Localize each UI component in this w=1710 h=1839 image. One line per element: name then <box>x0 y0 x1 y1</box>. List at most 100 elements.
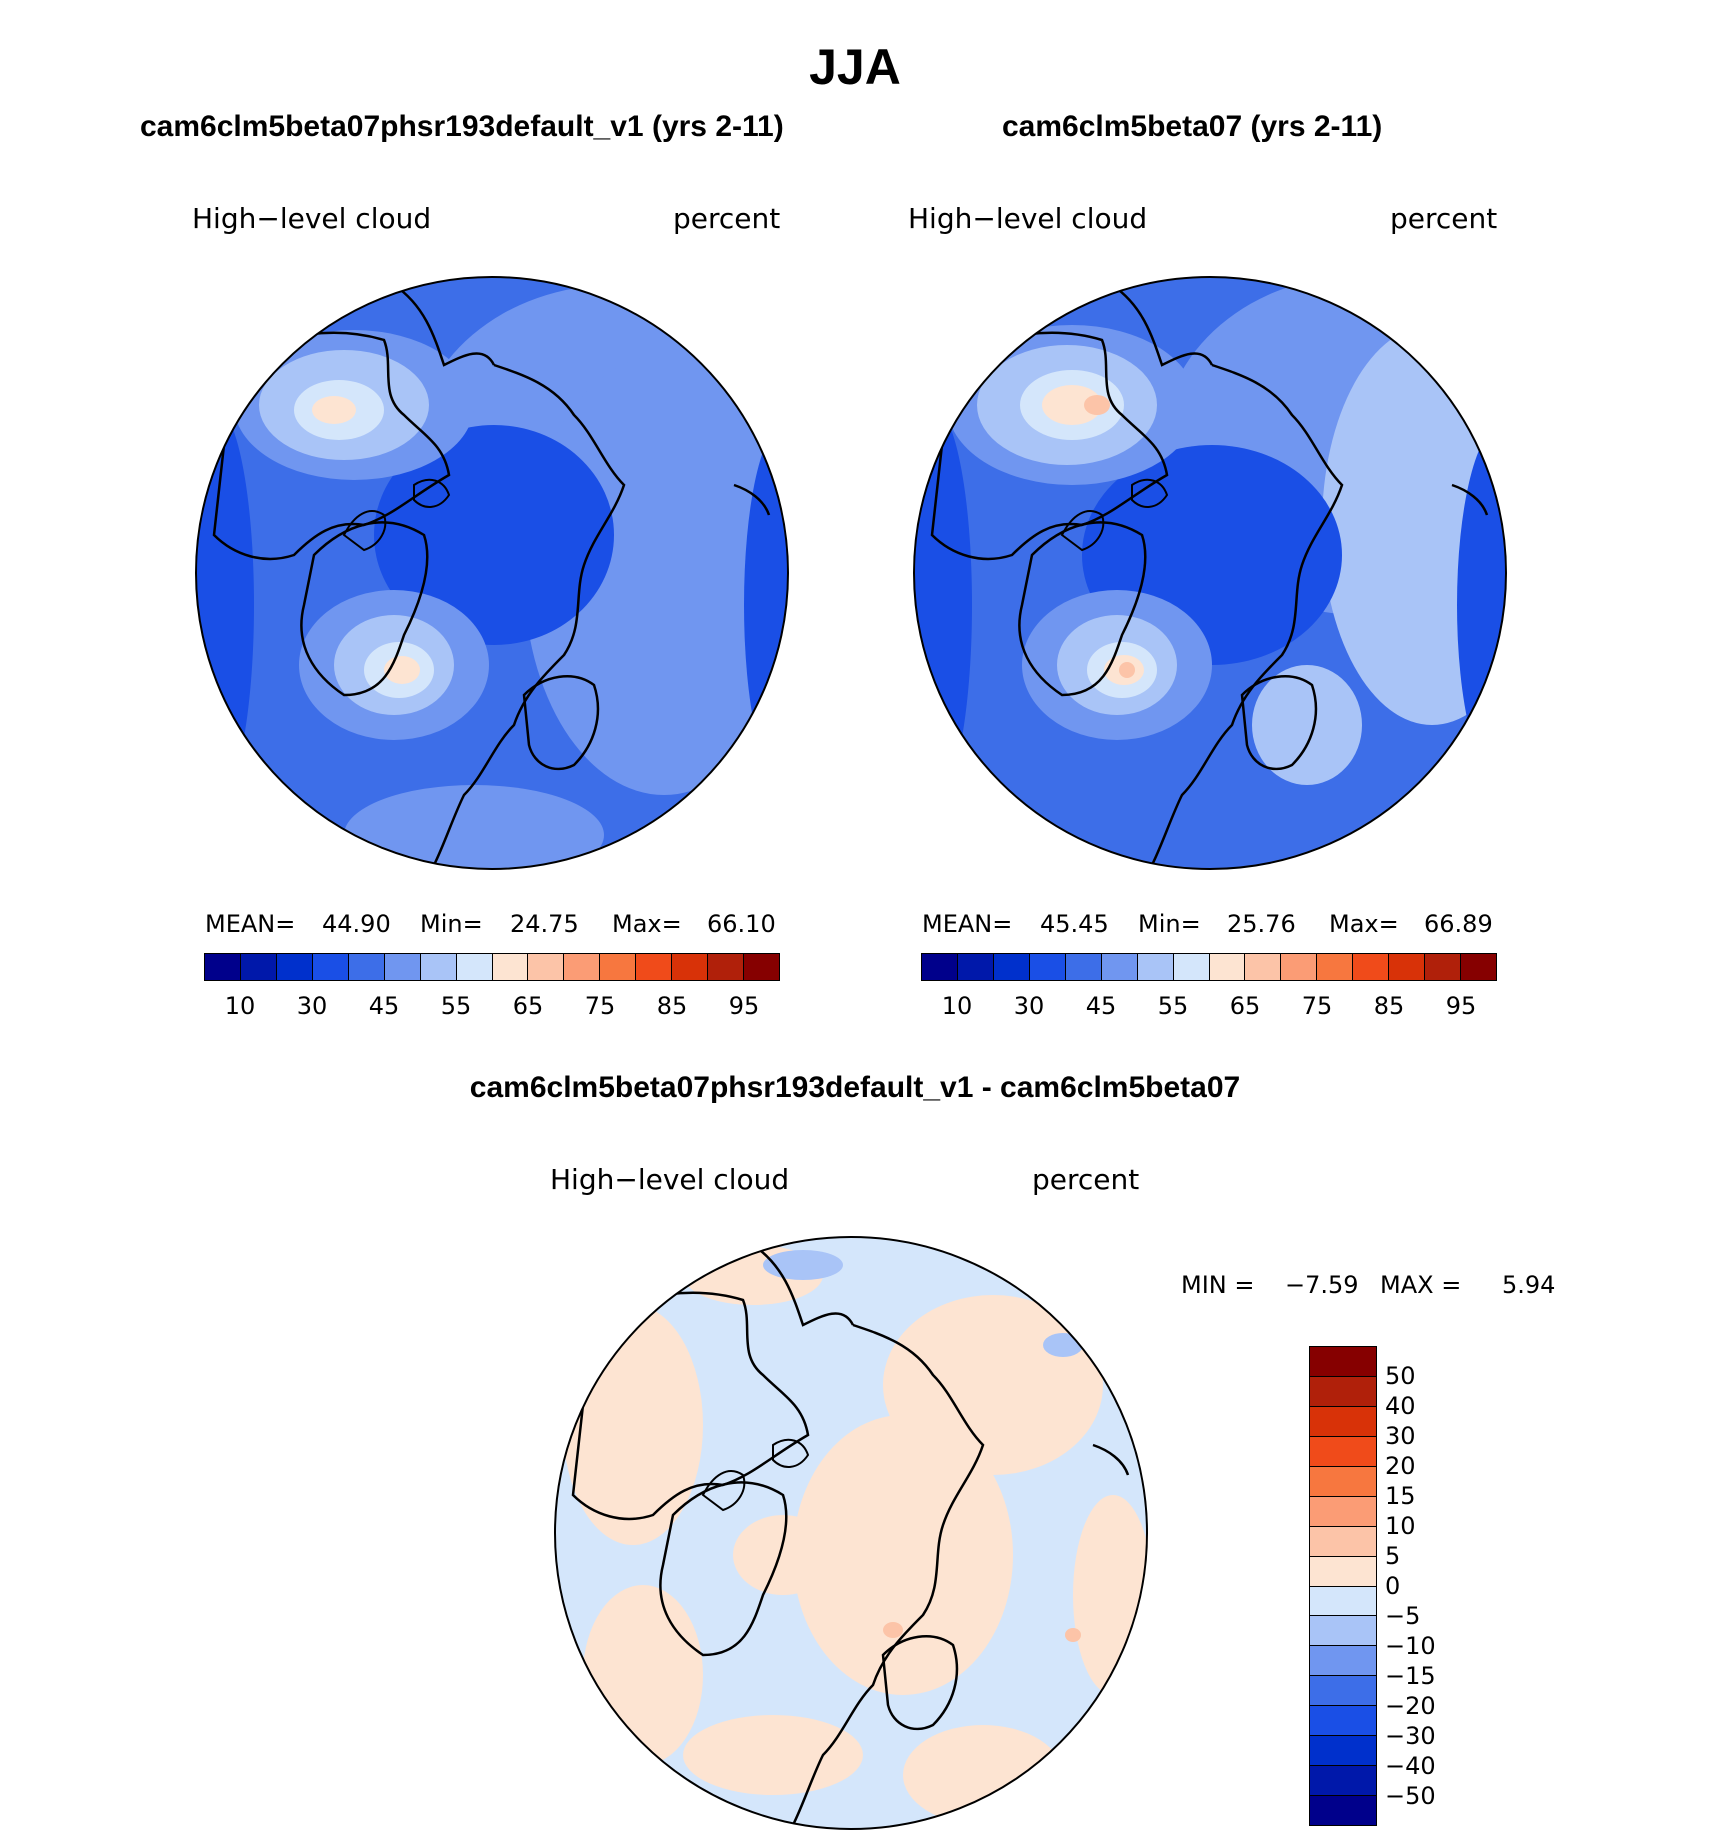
diff-colorbar-swatch <box>1310 1466 1376 1497</box>
diff-colorbar-ticks: 50 40 30 20 15 10 5 0 −5 −10 −15 −20 −30 −40 −50 <box>1385 1346 1465 1826</box>
diff-colorbar-tick-label: −20 <box>1385 1692 1436 1720</box>
diff-colorbar-tick-label: 5 <box>1385 1542 1401 1570</box>
diff-min-value: −7.59 <box>1285 1271 1359 1299</box>
colorbar-tick-label: 10 <box>224 992 256 1020</box>
colorbar-swatch <box>276 954 313 980</box>
diff-colorbar-tick-label: 50 <box>1385 1362 1416 1390</box>
panel-2-polar-map <box>913 276 1507 870</box>
panel-1-mean-value: 44.90 <box>322 910 391 938</box>
diff-panel-title: cam6clm5beta07phsr193default_v1 - cam6cl… <box>469 1071 1241 1104</box>
diff-colorbar-swatch <box>1310 1556 1376 1587</box>
diff-colorbar-swatch <box>1310 1347 1376 1377</box>
colorbar-swatch <box>1317 954 1354 980</box>
diff-colorbar-tick-label: 10 <box>1385 1512 1416 1540</box>
panel-2-max-value: 66.89 <box>1424 910 1493 938</box>
diff-colorbar-swatch <box>1310 1796 1376 1825</box>
diff-colorbar-swatch <box>1310 1496 1376 1527</box>
panel-2-mean-value: 45.45 <box>1040 910 1109 938</box>
diff-max-label: MAX = <box>1380 1271 1462 1299</box>
panel-1-colorbar <box>204 953 780 981</box>
colorbar-tick-label: 30 <box>296 992 328 1020</box>
panel-2-colorbar-ticks: 10 30 45 55 65 75 85 95 <box>921 992 1497 1022</box>
panel-2-colorbar <box>921 953 1497 981</box>
panel-2-variable-label: High−level cloud <box>908 202 1148 235</box>
panel-2-mean-label: MEAN= <box>922 910 1013 938</box>
panel-2-title: cam6clm5beta07 (yrs 2-11) <box>1002 110 1383 143</box>
panel-1-max-value: 66.10 <box>707 910 776 938</box>
diff-colorbar-swatch <box>1310 1586 1376 1617</box>
diff-colorbar-tick-label: 0 <box>1385 1572 1401 1600</box>
panel-2-min-value: 25.76 <box>1227 910 1296 938</box>
colorbar-tick-label: 10 <box>941 992 973 1020</box>
colorbar-swatch <box>420 954 457 980</box>
colorbar-swatch <box>456 954 493 980</box>
colorbar-swatch <box>492 954 529 980</box>
diff-colorbar-tick-label: −5 <box>1385 1602 1421 1630</box>
diff-colorbar-tick-label: −30 <box>1385 1722 1436 1750</box>
panel-1-max-label: Max= <box>612 910 682 938</box>
colorbar-tick-label: 30 <box>1013 992 1045 1020</box>
diff-colorbar-tick-label: −40 <box>1385 1752 1436 1780</box>
diff-colorbar-swatch <box>1310 1616 1376 1647</box>
colorbar-tick-label: 55 <box>440 992 472 1020</box>
figure-title: JJA <box>809 39 901 95</box>
diff-colorbar-swatch <box>1310 1646 1376 1677</box>
colorbar-swatch <box>1281 954 1318 980</box>
colorbar-swatch <box>205 954 241 980</box>
colorbar-swatch <box>708 954 745 980</box>
panel-1-title: cam6clm5beta07phsr193default_v1 (yrs 2-1… <box>140 110 784 143</box>
colorbar-tick-label: 65 <box>1229 992 1261 1020</box>
diff-colorbar-tick-label: 40 <box>1385 1392 1416 1420</box>
colorbar-swatch <box>384 954 421 980</box>
colorbar-swatch <box>1209 954 1246 980</box>
colorbar-tick-label: 75 <box>1301 992 1333 1020</box>
colorbar-tick-label: 45 <box>1085 992 1117 1020</box>
diff-colorbar-swatch <box>1310 1676 1376 1707</box>
diff-colorbar-swatch <box>1310 1736 1376 1767</box>
colorbar-tick-label: 85 <box>1373 992 1405 1020</box>
diff-colorbar-swatch <box>1310 1766 1376 1797</box>
panel-1-min-value: 24.75 <box>510 910 579 938</box>
panel-2-min-label: Min= <box>1138 910 1201 938</box>
colorbar-tick-label: 85 <box>656 992 688 1020</box>
colorbar-swatch <box>957 954 994 980</box>
colorbar-swatch <box>672 954 709 980</box>
diff-colorbar-tick-label: 20 <box>1385 1452 1416 1480</box>
colorbar-swatch <box>1389 954 1426 980</box>
diff-colorbar-swatch <box>1310 1706 1376 1737</box>
panel-2-max-label: Max= <box>1329 910 1399 938</box>
colorbar-swatch <box>744 954 779 980</box>
colorbar-swatch <box>1173 954 1210 980</box>
panel-1-colorbar-ticks: 10 30 45 55 65 75 85 95 <box>204 992 780 1022</box>
diff-colorbar-swatch <box>1310 1406 1376 1437</box>
colorbar-swatch <box>1425 954 1462 980</box>
colorbar-swatch <box>1245 954 1282 980</box>
diff-colorbar <box>1309 1346 1377 1826</box>
diff-colorbar-tick-label: 15 <box>1385 1482 1416 1510</box>
colorbar-swatch <box>1353 954 1390 980</box>
colorbar-swatch <box>993 954 1030 980</box>
diff-colorbar-swatch <box>1310 1526 1376 1557</box>
colorbar-swatch <box>1029 954 1066 980</box>
colorbar-tick-label: 45 <box>368 992 400 1020</box>
panel-2-units-label: percent <box>1390 202 1498 235</box>
colorbar-swatch <box>312 954 349 980</box>
diff-colorbar-swatch <box>1310 1436 1376 1467</box>
colorbar-tick-label: 55 <box>1157 992 1189 1020</box>
colorbar-swatch <box>600 954 637 980</box>
colorbar-swatch <box>1065 954 1102 980</box>
diff-max-value: 5.94 <box>1502 1271 1556 1299</box>
panel-1-min-label: Min= <box>420 910 483 938</box>
colorbar-swatch <box>922 954 958 980</box>
colorbar-swatch <box>240 954 277 980</box>
colorbar-swatch <box>636 954 673 980</box>
diff-colorbar-swatch <box>1310 1376 1376 1407</box>
diff-min-label: MIN = <box>1181 1271 1255 1299</box>
panel-1-mean-label: MEAN= <box>205 910 296 938</box>
colorbar-swatch <box>348 954 385 980</box>
diff-colorbar-tick-label: 30 <box>1385 1422 1416 1450</box>
diff-colorbar-tick-label: −15 <box>1385 1662 1436 1690</box>
diff-polar-map <box>554 1236 1148 1830</box>
panel-1-units-label: percent <box>673 202 781 235</box>
colorbar-swatch <box>528 954 565 980</box>
